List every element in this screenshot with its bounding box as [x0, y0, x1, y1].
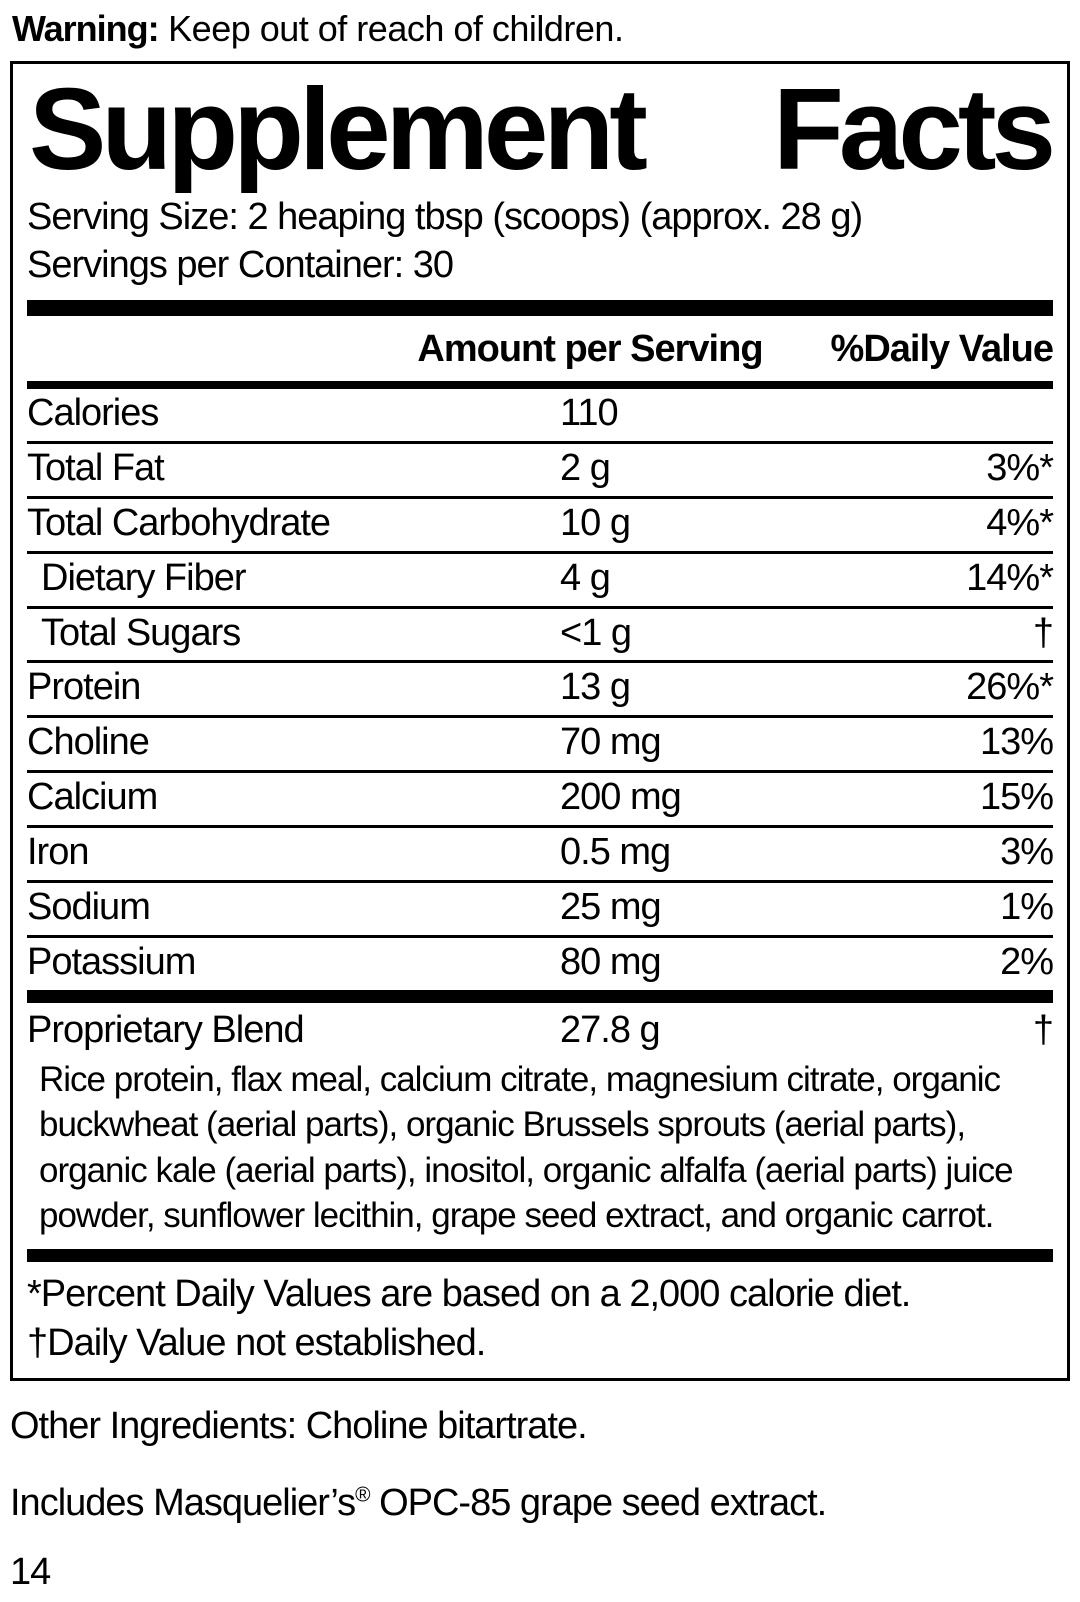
- nutrient-name: Dietary Fiber: [41, 556, 247, 599]
- nutrient-amount: 200 mg: [560, 776, 682, 819]
- warning-line: Warning: Keep out of reach of children.: [12, 8, 1070, 49]
- page-number: 14: [10, 1551, 51, 1594]
- footnotes: *Percent Daily Values are based on a 2,0…: [27, 1262, 1053, 1369]
- nutrient-name: Total Carbohydrate: [27, 501, 331, 544]
- nutrient-daily-value: 2%: [1000, 940, 1054, 983]
- nutrient-name: Total Fat: [27, 446, 165, 489]
- footnote-daily-value-not-established: †Daily Value not established.: [27, 1322, 486, 1365]
- nutrient-daily-value: 1%: [1000, 885, 1054, 928]
- nutrient-row: Total Carbohydrate 10 g 4%*: [27, 499, 1054, 554]
- below-panel: Other Ingredients: Choline bitartrate. I…: [10, 1405, 1070, 1594]
- nutrient-row: Total Fat 2 g 3%*: [27, 444, 1054, 499]
- blend-description: Rice protein, flax meal, calcium citrate…: [39, 1059, 1014, 1236]
- footnote-percent-daily-values: *Percent Daily Values are based on a 2,0…: [27, 1272, 911, 1315]
- nutrient-row: Potassium 80 mg 2%: [27, 938, 1054, 990]
- includes-prefix: Includes Masquelier’s: [10, 1482, 356, 1525]
- nutrient-daily-value: 14%*: [966, 556, 1054, 599]
- nutrient-amount: 13 g: [560, 666, 631, 709]
- nutrient-name: Potassium: [27, 940, 196, 983]
- panel-title: Supplement Facts: [29, 64, 1056, 195]
- warning-text: Keep out of reach of children.: [168, 8, 624, 49]
- nutrient-row: Choline 70 mg 13%: [27, 718, 1054, 774]
- warning-label: Warning:: [12, 8, 160, 49]
- nutrient-name: Calories: [27, 391, 159, 434]
- blend-amount: 27.8 g: [560, 1008, 661, 1051]
- nutrient-daily-value: 13%: [979, 721, 1054, 764]
- other-ingredients: Other Ingredients: Choline bitartrate.: [10, 1405, 588, 1448]
- nutrient-name: Choline: [27, 721, 150, 764]
- panel-title-word-2: Facts: [772, 64, 1056, 195]
- serving-size: Serving Size: 2 heaping tbsp (scoops) (a…: [27, 195, 863, 238]
- blend-daily-value: †: [1032, 1008, 1054, 1051]
- nutrient-row: Calcium 200 mg 15%: [27, 773, 1054, 829]
- nutrient-amount: 0.5 mg: [560, 831, 671, 874]
- column-header-daily-value: %Daily Value: [830, 327, 1054, 370]
- nutrient-row: Calories 110: [27, 389, 1053, 444]
- divider-thick-top: [27, 299, 1053, 316]
- nutrient-name: Protein: [27, 666, 141, 709]
- includes-suffix: OPC-85 grape seed extract.: [369, 1482, 827, 1525]
- nutrient-amount: 80 mg: [560, 940, 662, 983]
- serving-info: Serving Size: 2 heaping tbsp (scoops) (a…: [27, 193, 1053, 290]
- nutrient-row: Dietary Fiber 4 g 14%*: [27, 554, 1054, 609]
- nutrient-row: Iron 0.5 mg 3%: [27, 828, 1054, 883]
- nutrient-row: Protein 13 g 26%*: [27, 663, 1054, 719]
- blend-name: Proprietary Blend: [27, 1008, 305, 1051]
- includes-note: Includes Masquelier’s® OPC-85 grape seed…: [10, 1482, 1070, 1525]
- column-headers: Amount per Serving %Daily Value: [27, 316, 1054, 381]
- divider-blend-top: [27, 989, 1053, 1003]
- nutrient-amount: 25 mg: [560, 885, 662, 928]
- supplement-facts-panel: Supplement Facts Serving Size: 2 heaping…: [10, 61, 1070, 1382]
- nutrient-amount: 10 g: [560, 501, 631, 544]
- panel-title-word-1: Supplement: [29, 64, 648, 195]
- nutrient-amount: 110: [560, 391, 619, 434]
- nutrient-amount: 2 g: [560, 446, 611, 489]
- nutrient-daily-value: 3%: [1000, 831, 1054, 874]
- servings-per-container: Servings per Container: 30: [27, 244, 454, 287]
- nutrient-rows: Calories 110 Total Fat 2 g 3%* Total Car…: [27, 389, 1054, 990]
- nutrient-daily-value: 26%*: [966, 666, 1054, 709]
- nutrient-name: Total Sugars: [41, 611, 241, 654]
- column-header-amount: Amount per Serving: [417, 327, 763, 370]
- nutrient-daily-value: †: [1032, 611, 1054, 654]
- nutrient-daily-value: 15%: [979, 776, 1054, 819]
- nutrient-name: Iron: [27, 831, 89, 874]
- registered-trademark-symbol: ®: [355, 1483, 370, 1507]
- divider-medium: [27, 380, 1053, 389]
- proprietary-blend-row: Proprietary Blend 27.8 g †: [27, 1003, 1054, 1055]
- nutrient-amount: 70 mg: [560, 721, 662, 764]
- nutrient-row: Total Sugars <1 g †: [27, 609, 1054, 664]
- nutrient-amount: <1 g: [560, 611, 632, 654]
- nutrient-name: Calcium: [27, 776, 158, 819]
- nutrient-daily-value: 3%*: [986, 446, 1054, 489]
- nutrient-daily-value: 4%*: [986, 501, 1054, 544]
- nutrient-row: Sodium 25 mg 1%: [27, 883, 1054, 938]
- nutrient-amount: 4 g: [560, 556, 611, 599]
- divider-footnotes-top: [27, 1248, 1053, 1262]
- nutrient-name: Sodium: [27, 885, 151, 928]
